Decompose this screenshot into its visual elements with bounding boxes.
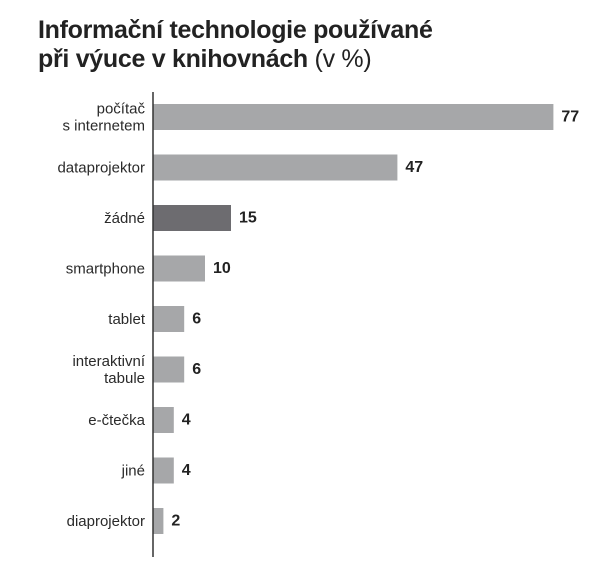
category-label: jiné xyxy=(121,462,145,479)
bar xyxy=(153,306,185,332)
category-label-line: smartphone xyxy=(66,260,145,277)
category-label-line: e-čtečka xyxy=(88,412,145,429)
category-label-line: dataprojektor xyxy=(57,159,145,176)
bar xyxy=(153,154,398,181)
category-label-line: s internetem xyxy=(62,117,145,134)
category-label: interaktivní tabule xyxy=(72,353,145,387)
title-unit: (v %) xyxy=(314,45,372,73)
category-label-line: jiné xyxy=(121,462,145,479)
category-label: e-čtečka xyxy=(88,412,145,429)
bar xyxy=(153,457,174,484)
title-line-2: při výuce v knihovnách xyxy=(38,45,308,73)
category-label: smartphone xyxy=(66,260,145,277)
category-label-line: žádné xyxy=(104,210,145,227)
category-label: dataprojektor xyxy=(57,159,145,176)
category-label: počítač s internetem xyxy=(62,100,145,134)
bar xyxy=(153,508,164,534)
title-line-1: Informační technologie používané xyxy=(38,16,433,44)
category-label: tablet xyxy=(108,311,146,328)
value-label: 4 xyxy=(182,412,191,429)
value-label: 6 xyxy=(192,361,201,378)
bar xyxy=(153,104,554,130)
value-label: 77 xyxy=(561,109,579,126)
category-label-line: diaprojektor xyxy=(67,513,145,530)
value-label: 47 xyxy=(405,159,423,176)
bar xyxy=(153,255,205,282)
chart-title: Informační technologie používané při výu… xyxy=(38,16,578,74)
category-label-line: tabule xyxy=(104,370,145,387)
category-label: diaprojektor xyxy=(67,513,145,530)
category-label-line: interaktivní xyxy=(72,353,145,370)
bar xyxy=(153,356,185,383)
category-label: žádné xyxy=(104,210,145,227)
value-label: 15 xyxy=(239,210,257,227)
category-label-line: počítač xyxy=(97,100,146,117)
value-label: 2 xyxy=(171,513,180,530)
value-label: 6 xyxy=(192,311,201,328)
value-label: 4 xyxy=(182,462,191,479)
bar xyxy=(153,407,174,433)
category-label-line: tablet xyxy=(108,311,146,328)
value-label: 10 xyxy=(213,260,231,277)
bar xyxy=(153,205,231,231)
